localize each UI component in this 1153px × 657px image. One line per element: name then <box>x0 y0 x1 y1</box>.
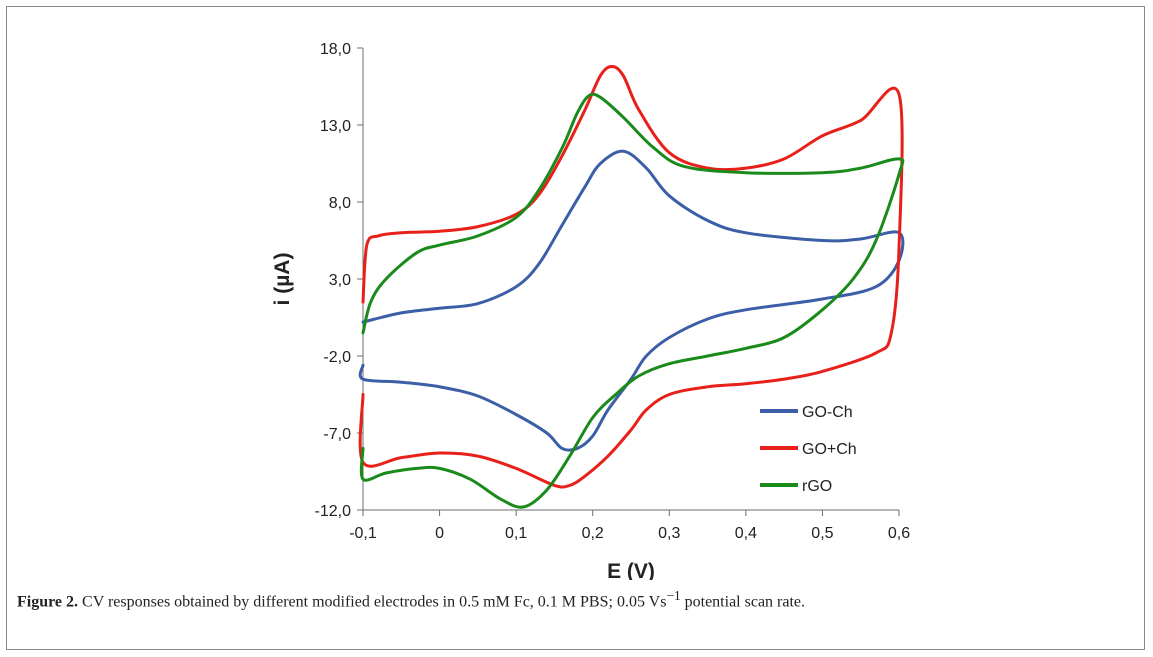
figure-caption: Figure 2. CV responses obtained by diffe… <box>17 588 1137 611</box>
series-line-rgo <box>359 92 905 509</box>
legend-label-go-ch: GO+Ch <box>802 441 857 458</box>
x-tick-label: 0,4 <box>735 525 757 542</box>
y-tick-label: -7,0 <box>323 426 351 443</box>
plot-area: -12,0 -7,0 -2,0 3,0 8,0 13,0 18,0 -0,1 0 0,1 0,2 0,… <box>315 41 911 542</box>
figure-frame <box>6 6 1145 650</box>
legend-label-go-ch: GO-Ch <box>802 404 853 421</box>
x-tick-label: -0,1 <box>349 525 377 542</box>
y-tick-label: 8,0 <box>329 195 351 212</box>
series-line-go-ch <box>358 65 904 489</box>
y-tick-label: -12,0 <box>315 503 352 520</box>
x-tick-label: 0,1 <box>505 525 527 542</box>
caption-text-end: potential scan rate. <box>680 593 806 611</box>
y-axis-title: i (µA) <box>271 253 294 306</box>
x-tick-label: 0,3 <box>658 525 680 542</box>
caption-label: Figure 2. <box>17 593 79 611</box>
x-tick-label: 0,2 <box>582 525 604 542</box>
x-tick-label: 0,6 <box>888 525 910 542</box>
series-line-go-ch <box>358 149 905 452</box>
caption-text: CV responses obtained by different modif… <box>82 593 667 611</box>
y-tick-label: 18,0 <box>320 41 351 58</box>
y-tick-label: 3,0 <box>329 272 351 289</box>
y-tick-label: 13,0 <box>320 118 351 135</box>
x-tick-label: 0,5 <box>811 525 833 542</box>
x-axis-title: E (V) <box>607 560 655 580</box>
x-tick-label: 0 <box>435 525 444 542</box>
legend-label-rgo: rGO <box>802 478 832 495</box>
cv-chart: -12,0 -7,0 -2,0 3,0 8,0 13,0 18,0 -0,1 0 0,1 0,2 0,… <box>271 41 911 580</box>
caption-superscript: −1 <box>666 588 681 603</box>
y-tick-label: -2,0 <box>323 349 351 366</box>
